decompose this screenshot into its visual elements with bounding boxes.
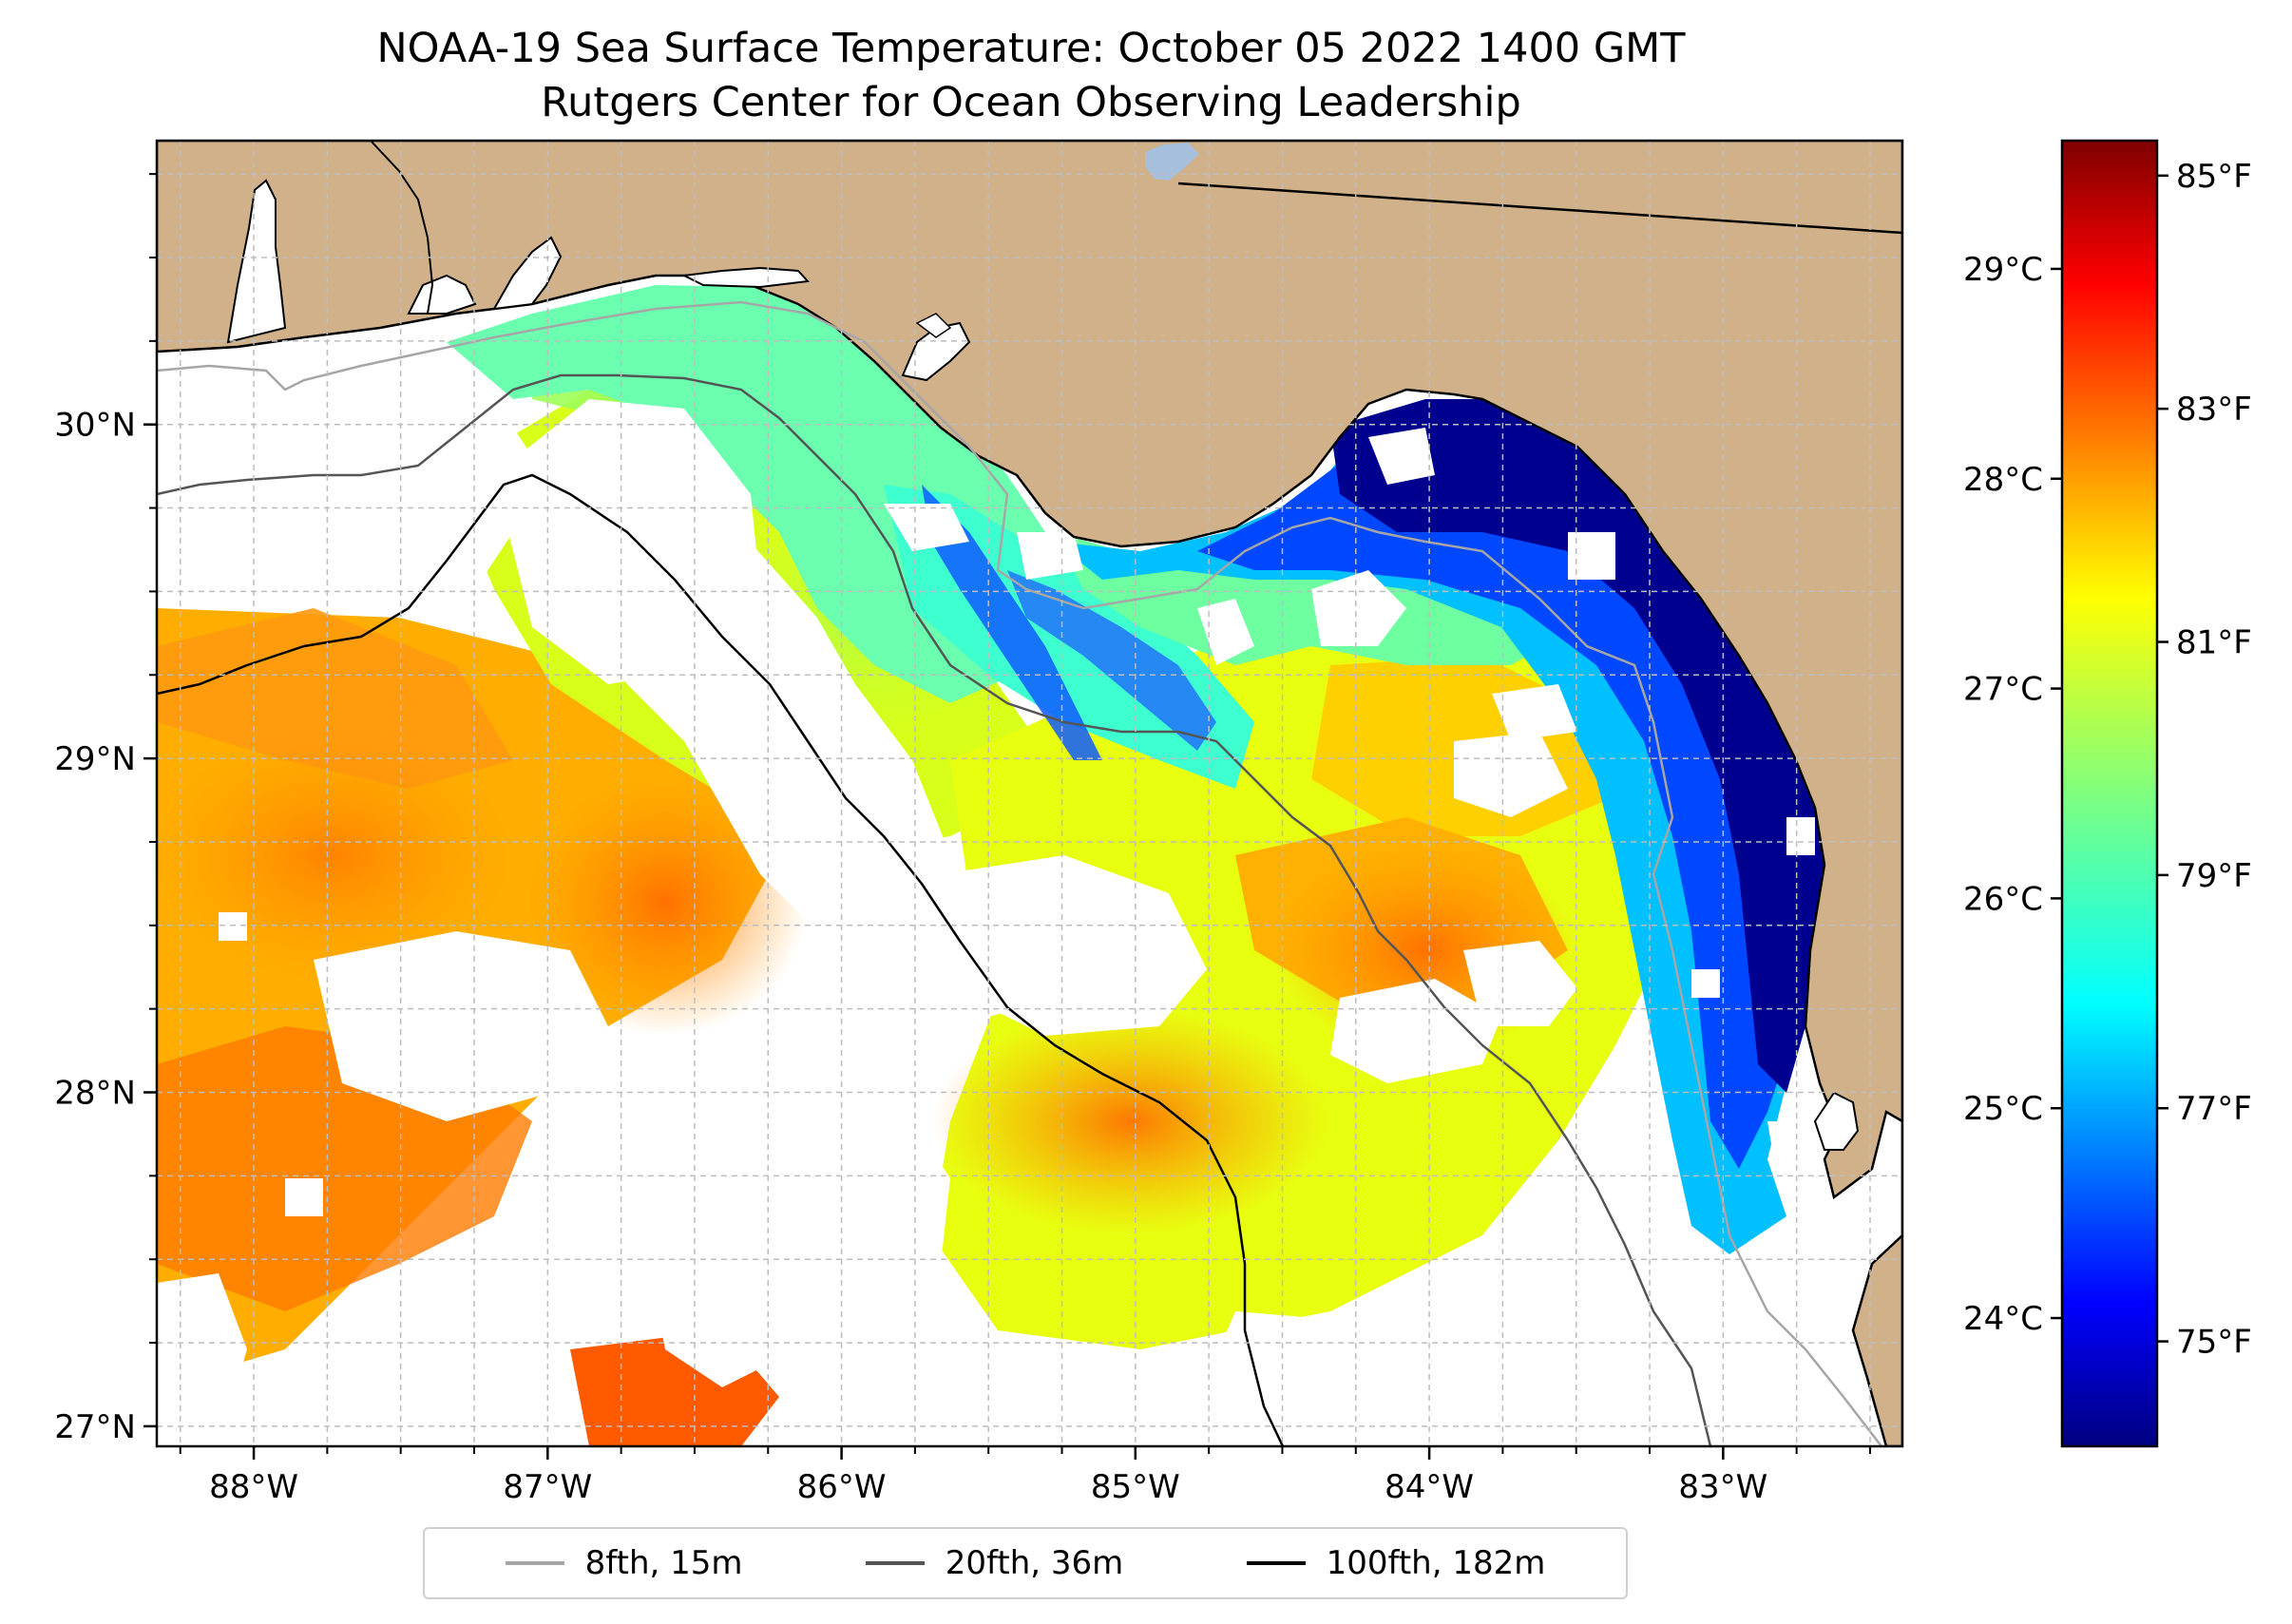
cbar-c-tick-label: 28°C bbox=[1963, 461, 2043, 499]
legend-line-20fth bbox=[865, 1561, 925, 1565]
lon-tick-label: 84°W bbox=[1385, 1468, 1474, 1506]
lat-tick-label: 27°N bbox=[54, 1408, 136, 1446]
legend-entry-20fth: 20fth, 36m bbox=[865, 1544, 1124, 1582]
state-boundary-line bbox=[1177, 182, 1902, 235]
latitude-ticks: 27°N 28°N 29°N 30°N bbox=[54, 173, 157, 1446]
lon-tick-label: 83°W bbox=[1678, 1468, 1767, 1506]
cbar-c-tick-label: 26°C bbox=[1963, 880, 2043, 918]
colorbar-gradient bbox=[2060, 139, 2159, 1448]
cbar-f-tick-label: 79°F bbox=[2176, 857, 2252, 895]
lat-tick-label: 29°N bbox=[54, 740, 136, 778]
cbar-f-tick-label: 85°F bbox=[2176, 158, 2252, 196]
lake bbox=[1145, 143, 1199, 181]
state-boundary-west bbox=[370, 141, 434, 315]
legend-label-20fth: 20fth, 36m bbox=[945, 1544, 1124, 1582]
cloud-mask bbox=[157, 342, 1834, 1446]
chart-subtitle: Rutgers Center for Ocean Observing Leade… bbox=[541, 79, 1521, 126]
cbar-f-tick-label: 83°F bbox=[2176, 391, 2252, 429]
legend-entry-8fth: 8fth, 15m bbox=[505, 1544, 743, 1582]
cbar-c-tick-label: 27°C bbox=[1963, 671, 2043, 709]
colorbar: 75°F 77°F 79°F 81°F 83°F 85°F 24°C 25°C 26°C 27°… bbox=[1963, 139, 2252, 1448]
cbar-f-tick-label: 77°F bbox=[2176, 1090, 2252, 1128]
longitude-ticks: 88°W 87°W 86°W 85°W 84°W 83°W bbox=[179, 1446, 1871, 1506]
legend-label-100fth: 100fth, 182m bbox=[1326, 1544, 1546, 1582]
cbar-c-tick-label: 29°C bbox=[1963, 251, 2043, 289]
cbar-c-tick-label: 24°C bbox=[1963, 1300, 2043, 1338]
legend-line-100fth bbox=[1246, 1561, 1306, 1565]
map-frame bbox=[155, 139, 1904, 1448]
cbar-f-tick-label: 81°F bbox=[2176, 624, 2252, 662]
colorbar-celsius-ticks: 24°C 25°C 26°C 27°C 28°C 29°C bbox=[1963, 251, 2062, 1338]
cbar-c-tick-label: 25°C bbox=[1963, 1090, 2043, 1128]
map-plot-area bbox=[157, 141, 1902, 1446]
colorbar-fahrenheit-ticks: 75°F 77°F 79°F 81°F 83°F 85°F bbox=[2157, 158, 2252, 1362]
lon-tick-label: 87°W bbox=[503, 1468, 592, 1506]
lon-tick-label: 88°W bbox=[209, 1468, 298, 1506]
map-gridlines bbox=[157, 141, 1902, 1446]
lat-tick-label: 28°N bbox=[54, 1075, 136, 1113]
lat-tick-label: 30°N bbox=[54, 407, 136, 445]
land-mass bbox=[157, 141, 1902, 1446]
legend-entry-100fth: 100fth, 182m bbox=[1246, 1544, 1546, 1582]
lon-tick-label: 85°W bbox=[1091, 1468, 1180, 1506]
lon-tick-label: 86°W bbox=[797, 1468, 887, 1506]
legend-line-8fth bbox=[505, 1561, 564, 1565]
isobath-legend: 8fth, 15m 20fth, 36m 100fth, 182m bbox=[423, 1527, 1628, 1599]
chart-title: NOAA-19 Sea Surface Temperature: October… bbox=[376, 25, 1686, 72]
cbar-f-tick-label: 75°F bbox=[2176, 1324, 2252, 1362]
legend-label-8fth: 8fth, 15m bbox=[584, 1544, 743, 1582]
